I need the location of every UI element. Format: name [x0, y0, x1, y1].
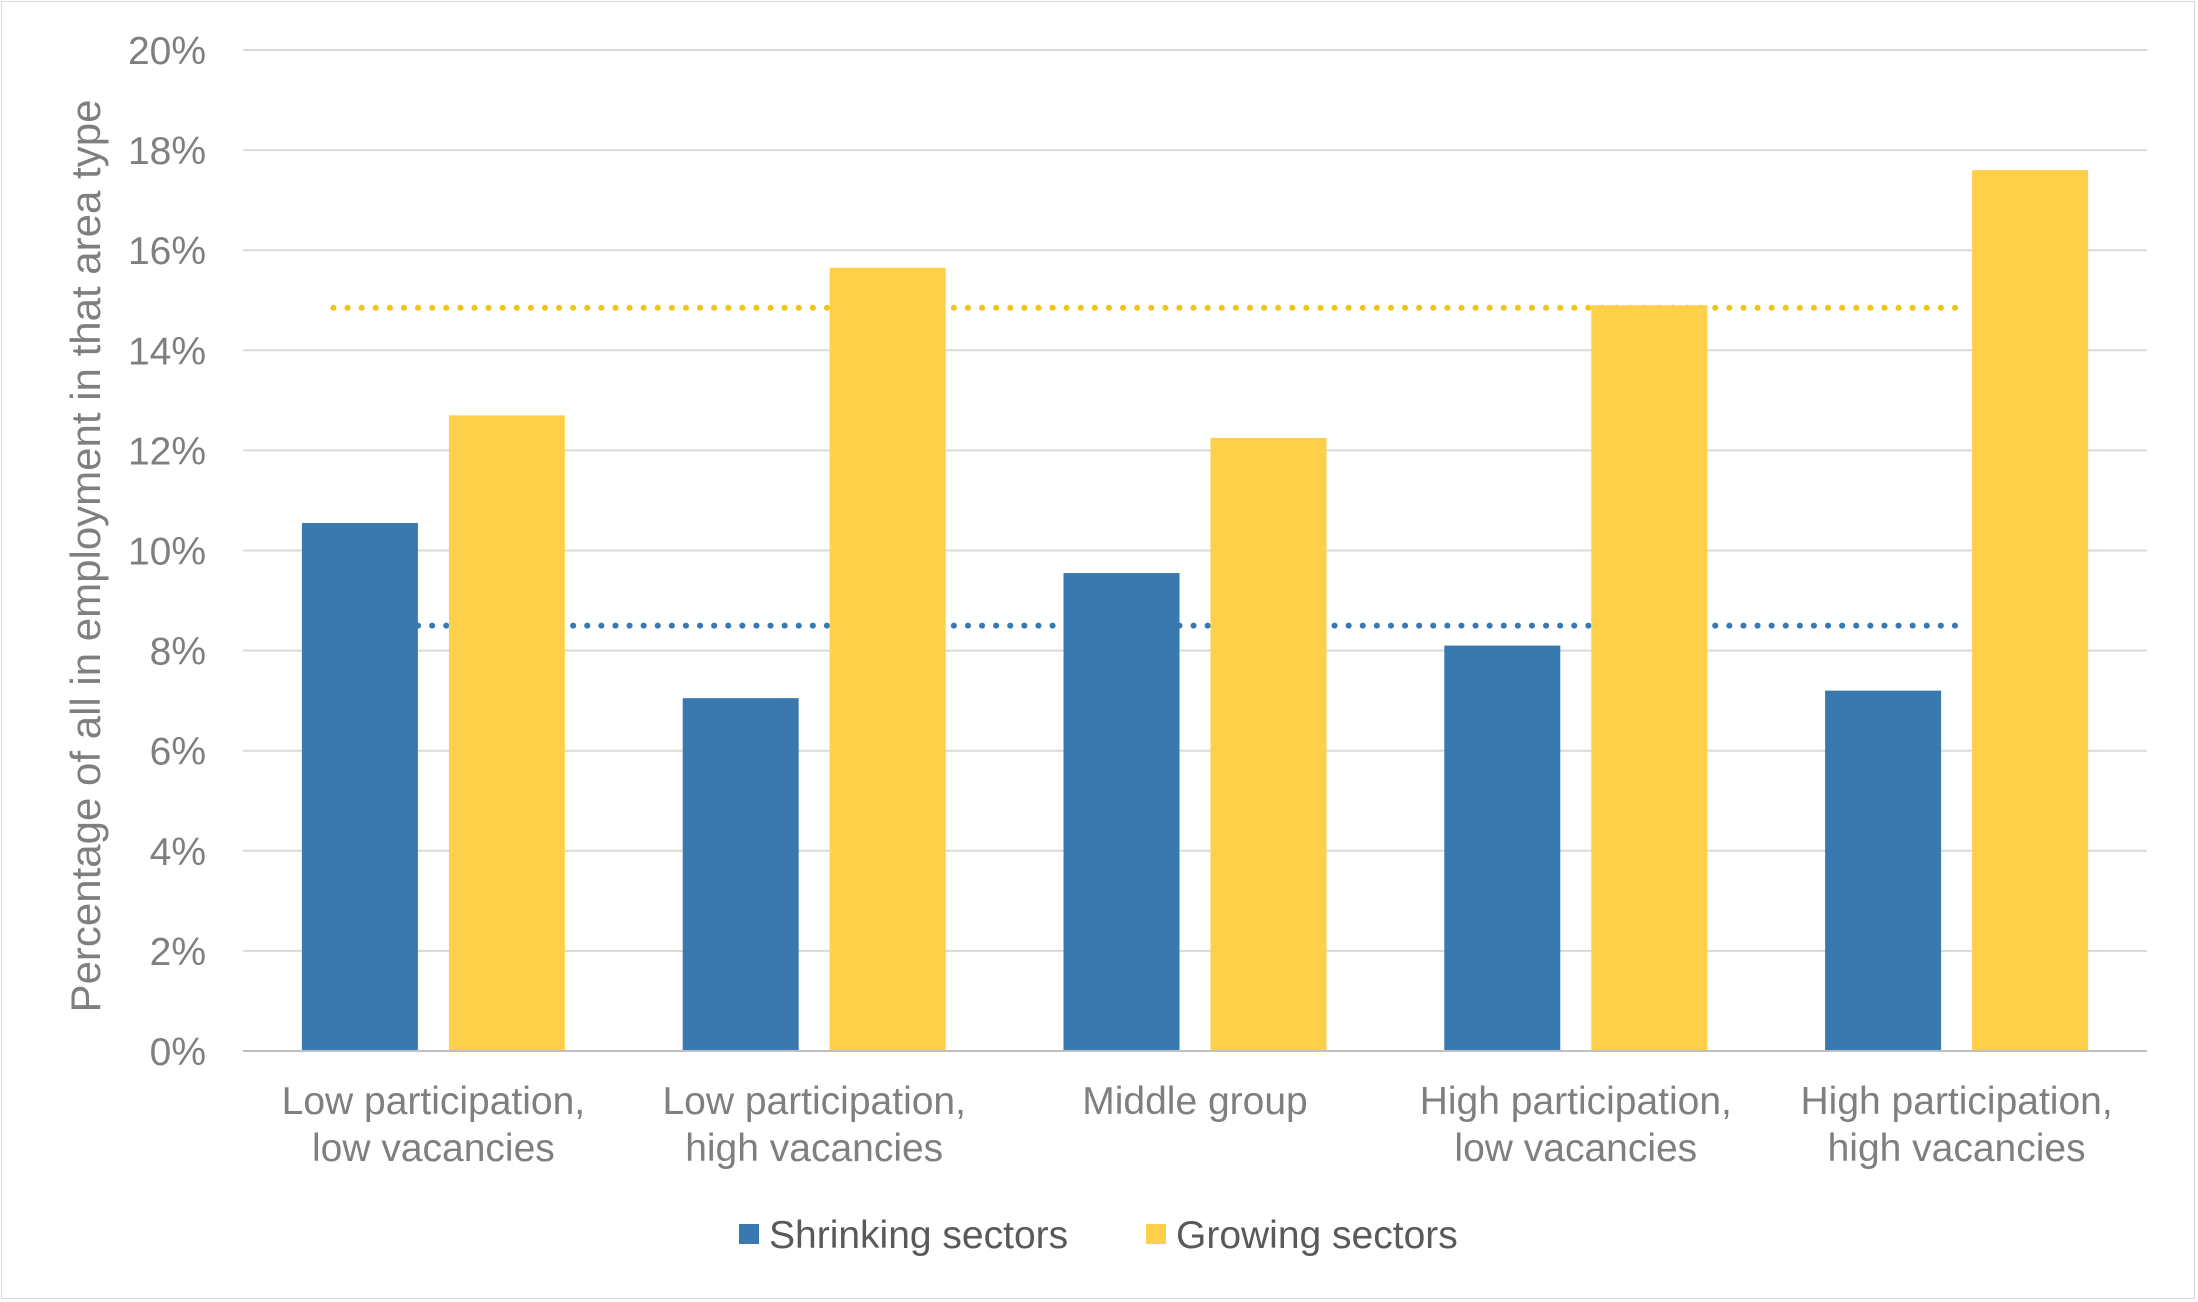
y-tick-label: 2%: [150, 931, 206, 974]
x-category-label: High participation, high vacancies: [1801, 1080, 2113, 1170]
bar-shrinking-sectors: [682, 698, 799, 1050]
y-tick-label: 4%: [150, 831, 206, 874]
legend-swatch-shrinking: [739, 1224, 759, 1244]
y-tick-label: 0%: [150, 1031, 206, 1074]
legend-swatch-growing: [1146, 1224, 1166, 1244]
legend-label-growing: Growing sectors: [1176, 1214, 1458, 1257]
bar-growing-sectors: [1591, 305, 1708, 1050]
x-category-label: Low participation, low vacancies: [282, 1080, 586, 1170]
x-axis-categories: Low participation, low vacancies Low parti…: [282, 1080, 2113, 1170]
bars: [301, 170, 2089, 1050]
bar-shrinking-sectors: [1444, 645, 1561, 1050]
y-tick-label: 8%: [150, 631, 206, 674]
x-category-label: High participation, low vacancies: [1420, 1080, 1732, 1170]
y-tick-label: 10%: [128, 531, 206, 574]
bar-shrinking-sectors: [1825, 690, 1942, 1050]
y-tick-label: 20%: [128, 30, 206, 73]
y-axis-ticks: 0% 2% 4% 6% 8% 10% 12% 14% 16% 18% 20%: [128, 30, 206, 1074]
x-category-label: Middle group: [1082, 1080, 1307, 1123]
bar-growing-sectors: [829, 267, 946, 1050]
y-tick-label: 14%: [128, 330, 206, 373]
legend-label-shrinking: Shrinking sectors: [769, 1214, 1068, 1257]
y-tick-label: 16%: [128, 230, 206, 273]
bar-shrinking-sectors: [301, 522, 418, 1050]
y-tick-label: 12%: [128, 430, 206, 473]
y-tick-label: 18%: [128, 130, 206, 173]
bar-growing-sectors: [1972, 170, 2089, 1050]
x-category-label: Low participation, high vacancies: [662, 1080, 966, 1170]
y-tick-label: 6%: [150, 731, 206, 774]
bar-shrinking-sectors: [1063, 573, 1180, 1050]
legend: Shrinking sectors Growing sectors: [739, 1214, 1458, 1257]
bar-growing-sectors: [1210, 437, 1327, 1050]
bar-growing-sectors: [448, 415, 565, 1050]
y-axis-title: Percentage of all in employment in that …: [62, 100, 109, 1013]
